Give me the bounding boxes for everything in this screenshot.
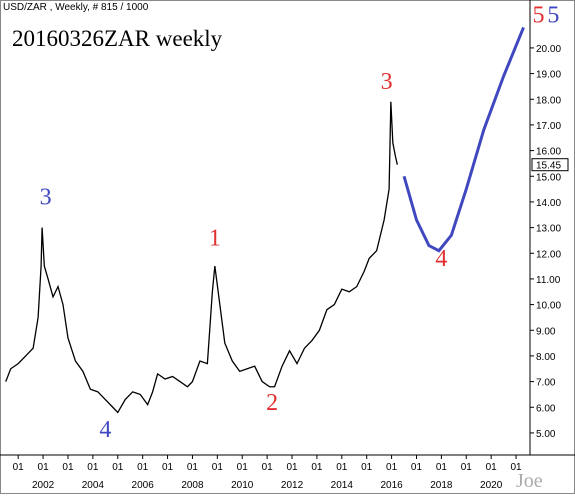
year-label: 2020	[480, 480, 503, 491]
y-tick-label: 10.00	[536, 301, 561, 312]
year-label: 2016	[380, 480, 403, 491]
y-tick-label: 11.00	[536, 275, 561, 286]
x-tick-label: 01	[62, 462, 74, 473]
x-tick-label: 01	[237, 462, 249, 473]
wave-label: 1	[209, 226, 221, 252]
y-tick-label: 17.00	[536, 121, 561, 132]
x-tick-label: 01	[411, 462, 423, 473]
y-tick-label: 16.00	[536, 147, 561, 158]
x-tick-label: 01	[461, 462, 473, 473]
y-tick-label: 19.00	[536, 70, 561, 81]
x-tick-label: 01	[510, 462, 522, 473]
x-tick-label: 01	[286, 462, 298, 473]
x-tick-label: 01	[112, 462, 124, 473]
watermark: Joe	[516, 470, 543, 492]
wave-label: 4	[435, 246, 447, 272]
y-tick-label: 13.00	[536, 224, 561, 235]
wave-label: 5	[532, 2, 544, 28]
y-tick-label: 18.00	[536, 95, 561, 106]
x-tick-label: 01	[311, 462, 323, 473]
price-line	[402, 26, 525, 253]
year-label: 2004	[82, 480, 105, 491]
x-tick-label: 01	[361, 462, 373, 473]
wave-label: 3	[381, 69, 393, 95]
year-label: 2008	[181, 480, 204, 491]
year-label: 2010	[231, 480, 254, 491]
year-label: 2006	[132, 480, 155, 491]
y-tick-label: 20.00	[536, 44, 561, 55]
x-tick-label: 01	[38, 462, 50, 473]
price-line	[5, 101, 398, 414]
y-tick-label: 14.00	[536, 198, 561, 209]
x-tick-label: 01	[212, 462, 224, 473]
x-tick-label: 01	[13, 462, 25, 473]
x-tick-label: 01	[87, 462, 99, 473]
year-label: 2018	[430, 480, 453, 491]
year-label: 2012	[281, 480, 304, 491]
y-tick-label: 6.00	[536, 403, 556, 414]
y-tick-label: 12.00	[536, 249, 561, 260]
x-tick-label: 01	[486, 462, 498, 473]
y-tick-label: 9.00	[536, 326, 556, 337]
x-tick-label: 01	[386, 462, 398, 473]
x-tick-label: 01	[162, 462, 174, 473]
header: USD/ZAR , Weekly, # 815 / 1000	[3, 2, 149, 13]
year-label: 2014	[331, 480, 354, 491]
last-price-box	[531, 158, 569, 172]
x-tick-label: 01	[336, 462, 348, 473]
wave-label: 5	[547, 2, 559, 28]
wave-label: 2	[266, 390, 278, 416]
y-tick-label: 8.00	[536, 352, 556, 363]
x-tick-label: 01	[137, 462, 149, 473]
last-price-label: 15.45	[536, 161, 561, 172]
y-tick-label: 15.00	[536, 172, 561, 183]
x-tick-label: 01	[436, 462, 448, 473]
y-tick-label: 5.00	[536, 429, 556, 440]
wave-label: 4	[99, 417, 111, 443]
year-label: 2002	[32, 480, 55, 491]
wave-label: 3	[40, 184, 52, 210]
x-tick-label: 01	[187, 462, 199, 473]
y-tick-label: 7.00	[536, 378, 556, 389]
x-tick-label: 01	[262, 462, 274, 473]
chart-title: 20160326ZAR weekly	[12, 26, 223, 51]
